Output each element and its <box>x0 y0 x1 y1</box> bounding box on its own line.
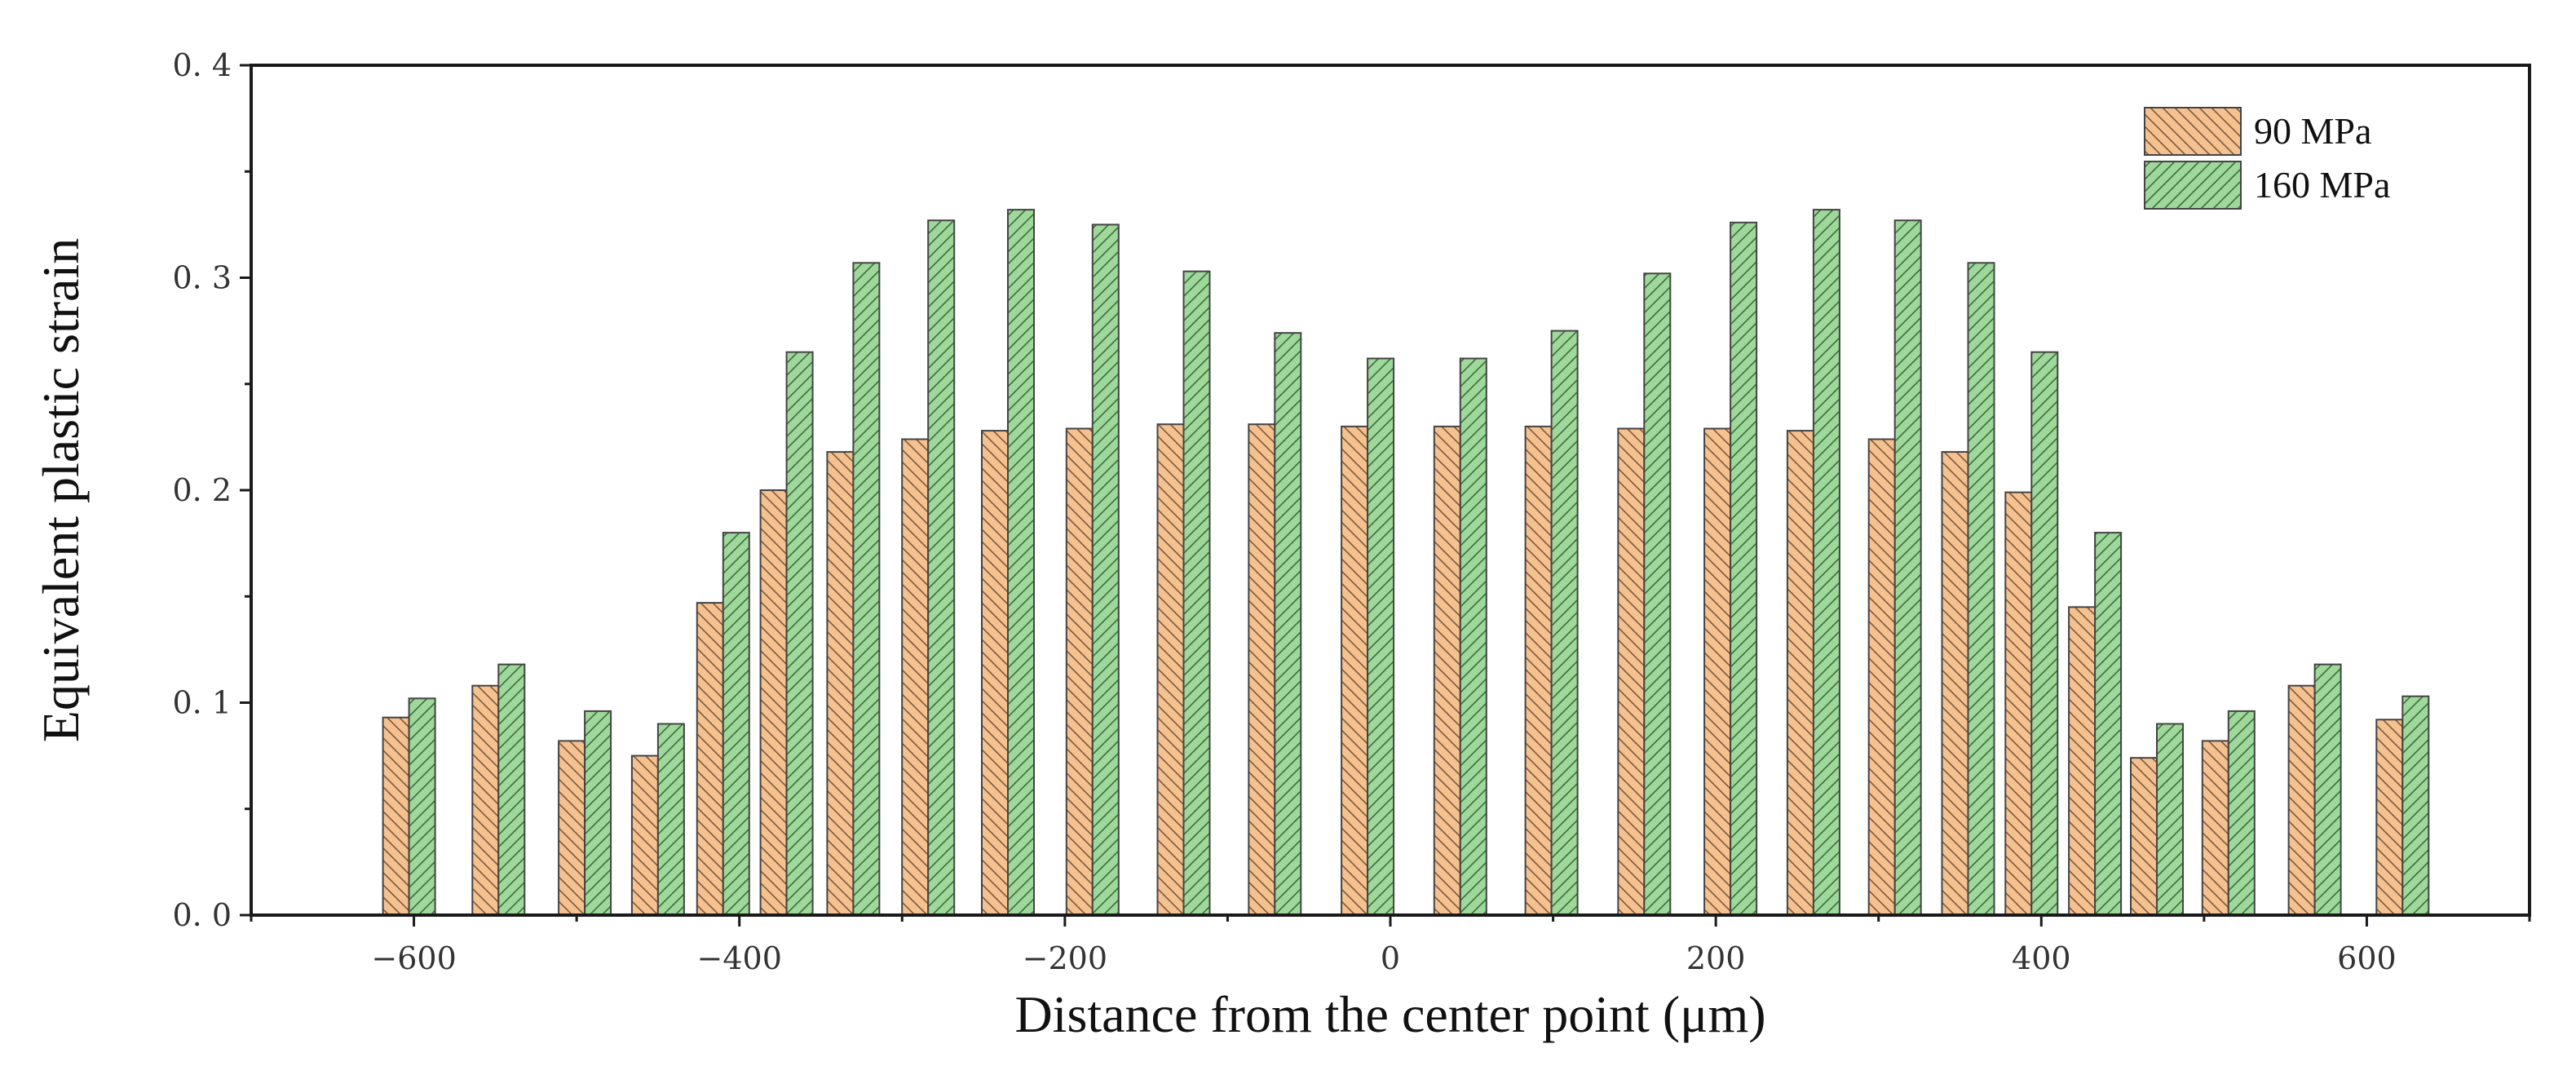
bar-90mpa <box>2004 491 2033 916</box>
bar-90mpa <box>1941 451 1969 916</box>
y-tick-label: 0. 0 <box>172 897 232 933</box>
bar-90mpa <box>2068 606 2097 916</box>
bar-160mpa <box>1893 219 1922 916</box>
bar-160mpa <box>2313 663 2342 916</box>
bar-90mpa <box>1867 438 1896 916</box>
bar-160mpa <box>2227 710 2256 917</box>
bar-160mpa <box>1182 270 1211 916</box>
legend: 90 MPa 160 MPa <box>2144 107 2390 210</box>
x-tick-label: −600 <box>371 940 456 976</box>
legend-label: 160 MPa <box>2254 164 2390 206</box>
bar-160mpa <box>785 351 814 916</box>
bar-90mpa <box>382 716 410 917</box>
y-axis-title: Equivalent plastic strain <box>32 238 90 743</box>
bar-160mpa <box>927 219 956 916</box>
bar-160mpa <box>852 262 881 916</box>
x-axis-title: Distance from the center point (μm) <box>1014 985 1765 1043</box>
bar-90mpa <box>2201 740 2229 917</box>
y-tick-label: 0. 1 <box>172 685 232 721</box>
x-tick-label: −200 <box>1023 940 1107 976</box>
bar-160mpa <box>2156 723 2184 916</box>
bar-160mpa <box>584 710 612 917</box>
bar-160mpa <box>1812 209 1840 917</box>
bar-90mpa <box>696 602 724 916</box>
bars-layer <box>382 209 2430 917</box>
bar-90mpa <box>1524 425 1553 916</box>
bar-160mpa <box>2401 695 2430 916</box>
bar-90mpa <box>2287 684 2316 916</box>
x-tick-label: 600 <box>2337 940 2397 976</box>
y-tick-label: 0. 3 <box>172 260 232 296</box>
labels-layer: 0. 0 0. 1 0. 2 0. 3 0. 4 −600 −400 −200 0 200 400 6… <box>32 47 2397 1043</box>
legend-swatch-160mpa <box>2144 161 2242 210</box>
bar-160mpa <box>408 697 436 916</box>
x-tick-label: −400 <box>697 940 782 976</box>
bar-90mpa <box>2375 719 2404 916</box>
legend-swatch-90mpa <box>2144 107 2242 156</box>
y-tick-label: 0. 2 <box>172 472 232 508</box>
bar-90mpa <box>901 438 930 916</box>
bar-90mpa <box>1341 425 1369 916</box>
bar-160mpa <box>1274 332 1302 916</box>
bar-160mpa <box>1643 272 1672 916</box>
x-tick-label: 400 <box>2012 940 2071 976</box>
bar-90mpa <box>630 754 659 916</box>
x-tick-label: 200 <box>1686 940 1746 976</box>
bar-90mpa <box>1786 430 1814 916</box>
bar-90mpa <box>1065 427 1094 916</box>
bar-160mpa <box>656 723 685 916</box>
bar-90mpa <box>1248 423 1276 916</box>
bar-160mpa <box>722 532 750 916</box>
legend-label: 90 MPa <box>2254 110 2371 152</box>
y-tick-label: 0. 4 <box>172 47 232 83</box>
bar-160mpa <box>1967 262 1995 916</box>
bar-160mpa <box>497 663 526 916</box>
bar-90mpa <box>471 684 500 916</box>
bar-160mpa <box>1367 357 1395 916</box>
bar-160mpa <box>2094 532 2123 916</box>
x-tick-label: 0 <box>1381 940 1400 976</box>
bar-90mpa <box>759 489 788 916</box>
bar-90mpa <box>1433 425 1461 916</box>
bar-90mpa <box>981 430 1009 916</box>
bar-90mpa <box>1617 427 1646 916</box>
bar-90mpa <box>1703 427 1732 916</box>
axes-layer <box>240 64 2531 927</box>
bar-90mpa <box>826 451 855 916</box>
bar-90mpa <box>558 740 586 917</box>
bar-160mpa <box>1459 357 1487 916</box>
bar-90mpa <box>2130 757 2158 917</box>
bar-90mpa <box>1156 423 1185 916</box>
bar-160mpa <box>1550 330 1579 917</box>
bar-160mpa <box>1007 209 1035 917</box>
bar-160mpa <box>1091 223 1120 916</box>
bar-160mpa <box>1730 221 1758 916</box>
bar-160mpa <box>2030 351 2059 916</box>
